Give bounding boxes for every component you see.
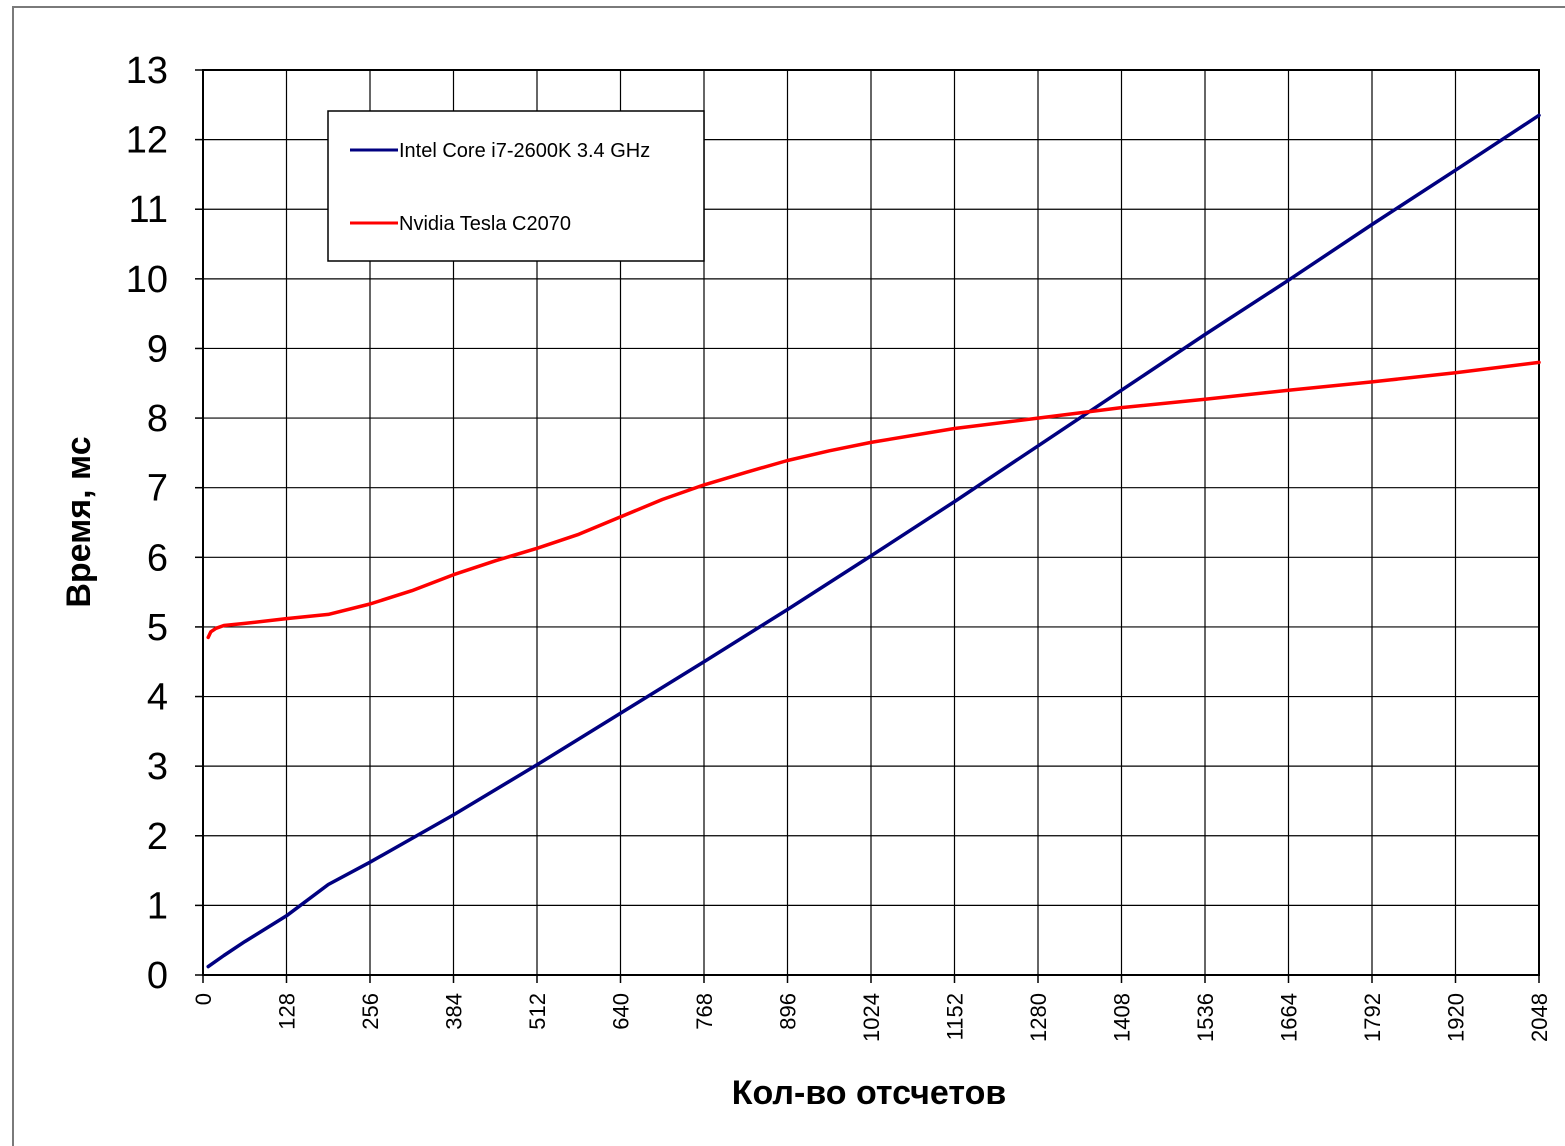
x-tick-label: 896 [776,993,801,1030]
y-tick-label: 6 [147,537,168,579]
y-tick-label: 13 [126,50,168,92]
x-tick-label: 128 [275,993,300,1030]
legend-label-nvidia: Nvidia Tesla C2070 [399,213,571,235]
x-tick-labels: 0 128 256 384 512 640 768 896 1024 1152 1280 1408 15… [191,993,1552,1042]
legend-box [327,110,705,262]
y-tick-label: 2 [147,816,168,858]
y-tick-label: 5 [147,607,168,649]
x-tick-label: 384 [442,993,467,1030]
y-tick-label: 0 [147,955,168,997]
x-tick-label: 0 [191,993,216,1005]
y-tick-label: 12 [126,120,168,162]
x-tick-label: 2048 [1527,993,1552,1042]
chart-frame [12,6,1565,1146]
x-tick-label: 640 [609,993,634,1030]
plot-border [202,69,1540,976]
y-axis-title: Время, мс [60,436,98,607]
y-tick-label: 8 [147,398,168,440]
series-line-nvidia [206,360,1541,640]
y-tick-label: 9 [147,328,168,370]
x-tick-label: 256 [358,993,383,1030]
series-line-intel [206,113,1541,969]
x-tick-label: 1152 [943,993,968,1040]
x-axis-title: Кол-во отсчетов [732,1074,1007,1112]
x-tick-label: 1280 [1026,993,1051,1042]
legend: Intel Core i7-2600K 3.4 GHz Nvidia Tesla… [327,110,705,262]
y-tick-label: 1 [147,885,168,927]
x-tick-label: 1920 [1444,993,1469,1042]
x-tick-label: 1792 [1360,993,1385,1042]
x-tick-label: 1664 [1277,993,1302,1042]
x-tick-label: 1536 [1193,993,1218,1042]
x-tick-label: 768 [692,993,717,1030]
y-tick-label: 10 [126,259,168,301]
y-tick-label: 4 [147,677,168,719]
x-tick-label: 1408 [1110,993,1135,1042]
legend-label-intel: Intel Core i7-2600K 3.4 GHz [399,140,650,162]
series-layer [206,113,1541,969]
x-tick-label: 1024 [859,993,884,1042]
y-tick-label: 11 [129,189,168,231]
y-tick-label: 3 [147,746,168,788]
y-tick-label: 7 [147,468,168,510]
x-tick-label: 512 [525,993,550,1030]
